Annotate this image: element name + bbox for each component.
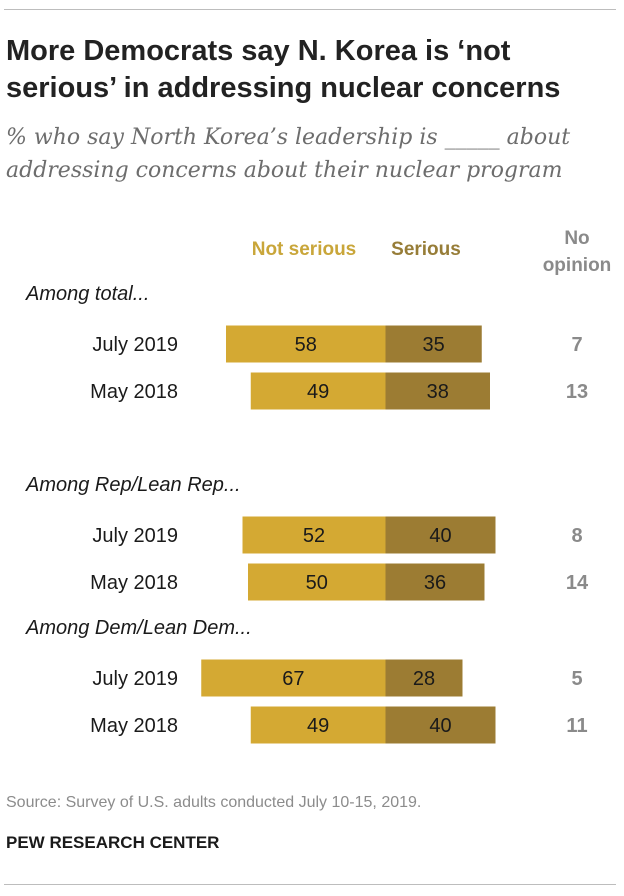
serious-value-label: 38 <box>427 381 449 403</box>
serious-value-label: 40 <box>429 715 451 737</box>
not-serious-value-label: 49 <box>307 715 329 737</box>
serious-value-label: 35 <box>423 334 445 356</box>
not-serious-value-label: 49 <box>307 381 329 403</box>
not-serious-bar <box>201 659 386 697</box>
no-opinion-value-label: 14 <box>566 572 589 594</box>
not-serious-bar <box>242 516 386 554</box>
serious-bar <box>385 372 490 410</box>
row-label: July 2019 <box>92 334 178 356</box>
row-label: May 2018 <box>90 572 178 594</box>
chart-title: More Democrats say N. Korea is ‘not seri… <box>6 35 561 104</box>
row-label: May 2018 <box>90 381 178 403</box>
not-serious-value-label: 50 <box>306 572 328 594</box>
not-serious-bar <box>226 325 386 363</box>
serious-value-label: 40 <box>429 525 451 547</box>
serious-bar <box>385 706 496 744</box>
legend-no-opinion: No opinion <box>542 228 612 276</box>
top-rule <box>4 9 616 10</box>
no-opinion-value-label: 8 <box>571 525 582 547</box>
no-opinion-value-label: 5 <box>571 668 582 690</box>
group-label: Among total... <box>25 283 149 305</box>
serious-value-label: 28 <box>413 668 435 690</box>
not-serious-bar <box>248 563 386 601</box>
group-label: Among Dem/Lean Dem... <box>25 617 252 639</box>
source-note: Source: Survey of U.S. adults conducted … <box>6 794 422 811</box>
not-serious-bar <box>250 706 386 744</box>
not-serious-value-label: 58 <box>295 334 317 356</box>
no-opinion-value-label: 11 <box>566 715 587 737</box>
row-label: July 2019 <box>92 668 178 690</box>
not-serious-value-label: 67 <box>282 668 304 690</box>
serious-bar <box>385 516 496 554</box>
bottom-rule <box>4 884 616 885</box>
legend-serious: Serious <box>391 239 461 260</box>
serious-bar <box>385 325 482 363</box>
no-opinion-value-label: 7 <box>571 334 582 356</box>
not-serious-bar <box>250 372 386 410</box>
row-label: July 2019 <box>92 525 178 547</box>
chart-subtitle: % who say North Korea’s leadership is __… <box>6 125 571 183</box>
group-label: Among Rep/Lean Rep... <box>25 474 241 496</box>
serious-bar <box>385 659 463 697</box>
row-label: May 2018 <box>90 715 178 737</box>
not-serious-value-label: 52 <box>303 525 325 547</box>
legend-not-serious: Not serious <box>251 239 357 260</box>
serious-bar <box>385 563 485 601</box>
serious-value-label: 36 <box>424 572 446 594</box>
footer-brand: PEW RESEARCH CENTER <box>6 833 220 852</box>
no-opinion-value-label: 13 <box>566 381 588 403</box>
